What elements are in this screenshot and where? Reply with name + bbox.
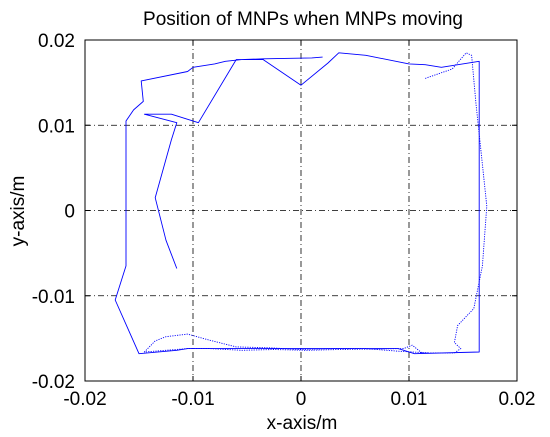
x-tick-labels: -0.02 -0.01 0 0.01 0.02 — [63, 389, 535, 410]
y-tick-label: 0.01 — [38, 116, 75, 137]
trajectory-line-solid — [114, 52, 480, 355]
y-axis-label: y-axis/m — [8, 176, 29, 247]
y-tick-label: -0.01 — [32, 287, 75, 308]
trajectory-line-dotted — [143, 52, 488, 354]
ticks — [84, 39, 518, 382]
x-tick-label: 0 — [296, 389, 307, 410]
x-tick-label: 0.02 — [499, 389, 536, 410]
x-tick-label: 0.01 — [391, 389, 428, 410]
series-layer — [114, 52, 488, 355]
y-tick-label: -0.02 — [32, 372, 75, 393]
x-axis-label: x-axis/m — [267, 413, 338, 434]
grid-lines — [85, 40, 517, 381]
y-tick-label: 0 — [64, 202, 75, 223]
x-tick-label: -0.02 — [63, 389, 106, 410]
y-tick-labels: -0.02 -0.01 0 0.01 0.02 — [32, 31, 75, 393]
y-tick-label: 0.02 — [38, 31, 75, 52]
chart-title: Position of MNPs when MNPs moving — [143, 9, 463, 30]
x-tick-label: -0.01 — [171, 389, 214, 410]
